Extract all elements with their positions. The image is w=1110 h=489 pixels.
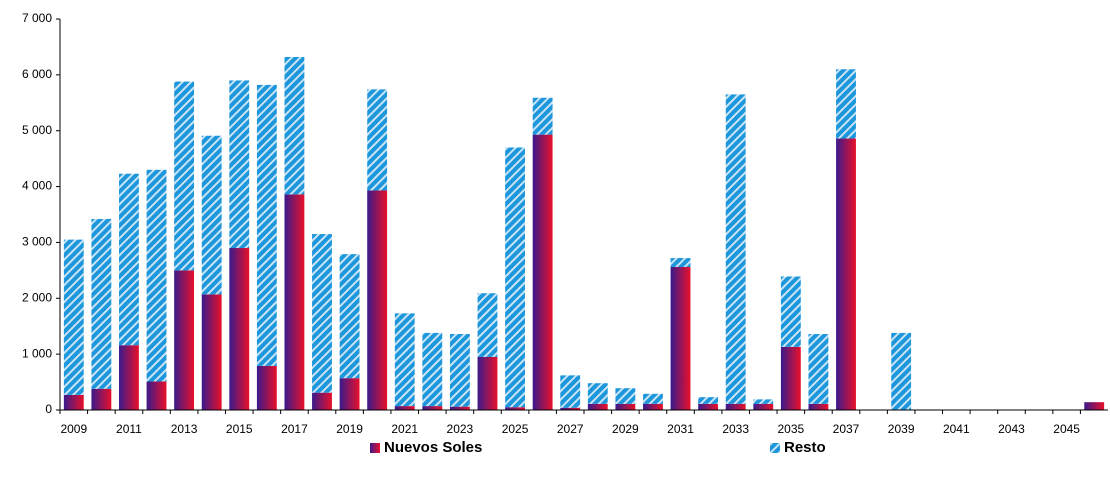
y-tick-label: 4 000 <box>22 179 52 193</box>
bar-segment <box>201 294 222 410</box>
bar-segment <box>643 393 663 404</box>
x-tick-label: 2033 <box>722 422 749 436</box>
x-tick-label: 2031 <box>667 422 694 436</box>
bar-segment <box>284 56 305 195</box>
bar-segment <box>201 135 222 295</box>
y-tick-label: 3 000 <box>22 235 52 249</box>
bar-segment <box>532 97 553 135</box>
x-tick-label: 2013 <box>171 422 198 436</box>
bar-segment <box>670 258 691 268</box>
bar-segment <box>256 84 277 366</box>
bar-segment <box>449 406 470 410</box>
bar-segment <box>367 89 388 191</box>
bar-segment <box>477 293 498 357</box>
bar-segment <box>91 218 112 389</box>
bar-segment <box>146 169 167 382</box>
bar-segment <box>312 392 332 410</box>
x-tick-label: 2037 <box>833 422 860 436</box>
bar-segment <box>532 134 553 411</box>
bar-segment <box>560 407 581 410</box>
bar-segment <box>780 276 801 347</box>
x-tick-label: 2017 <box>281 422 308 436</box>
bar-segment <box>808 403 829 410</box>
x-tick-label: 2019 <box>336 422 363 436</box>
bar-segment <box>753 399 774 404</box>
bar-segment <box>119 345 139 410</box>
bar-segment <box>229 248 250 410</box>
bar-segment <box>229 80 250 249</box>
y-tick-label: 1 000 <box>22 346 52 360</box>
bar-segment <box>725 94 746 404</box>
bar-segment <box>643 403 663 410</box>
bar-segment <box>753 403 774 410</box>
bar-segment <box>256 365 277 410</box>
x-tick-label: 2011 <box>116 422 142 436</box>
bar-segment <box>587 383 608 404</box>
x-tick-label: 2023 <box>447 422 474 436</box>
bar-segment <box>615 403 636 410</box>
bar-segment <box>367 190 388 410</box>
legend-swatch <box>370 443 380 453</box>
y-tick-label: 2 000 <box>22 290 52 304</box>
bar-segment <box>63 239 84 395</box>
y-tick-label: 7 000 <box>22 11 52 25</box>
bar-segment <box>505 407 525 410</box>
bar-segment <box>698 403 719 410</box>
x-tick-label: 2029 <box>612 422 639 436</box>
bar-segment <box>146 381 167 410</box>
bar-segment <box>422 332 443 407</box>
bar-segment <box>394 406 415 410</box>
x-tick-label: 2035 <box>777 422 804 436</box>
legend-label: Nuevos Soles <box>384 439 482 456</box>
bar-segment <box>63 394 84 410</box>
bar-segment <box>698 397 719 404</box>
x-tick-label: 2041 <box>943 422 970 436</box>
x-tick-label: 2043 <box>998 422 1025 436</box>
x-tick-label: 2025 <box>502 422 529 436</box>
bar-segment <box>174 270 195 410</box>
x-tick-label: 2039 <box>888 422 915 436</box>
x-tick-label: 2009 <box>60 422 87 436</box>
bar-segment <box>560 375 581 408</box>
bar-segment <box>449 334 470 407</box>
bar-segment <box>174 81 195 271</box>
bar-segment <box>284 194 305 410</box>
x-tick-label: 2021 <box>391 422 418 436</box>
bar-segment <box>808 334 829 404</box>
bar-segment <box>836 138 856 410</box>
bar-segment <box>394 313 415 407</box>
bar-segment <box>505 147 525 408</box>
bar-segment <box>780 346 801 410</box>
bar-segment <box>836 69 856 139</box>
x-tick-label: 2015 <box>226 422 253 436</box>
y-tick-label: 6 000 <box>22 67 52 81</box>
x-tick-label: 2027 <box>557 422 584 436</box>
bar-segment <box>615 388 636 404</box>
bar-segment <box>91 388 112 410</box>
bar-segment <box>339 378 360 410</box>
y-tick-label: 5 000 <box>22 123 52 137</box>
bar-segment <box>119 173 139 346</box>
x-tick-label: 2045 <box>1053 422 1080 436</box>
bar-segment <box>725 403 746 410</box>
legend-swatch <box>770 443 780 453</box>
bar-segment <box>477 356 498 410</box>
bar-segment <box>670 267 691 410</box>
bar-segment <box>312 234 332 393</box>
bar-segment <box>339 254 360 379</box>
bar-segment <box>1084 402 1105 410</box>
legend-label: Resto <box>784 439 826 456</box>
bar-segment <box>891 332 912 410</box>
bar-segment <box>422 406 443 410</box>
y-tick-label: 0 <box>45 402 52 416</box>
bar-segment <box>587 403 608 410</box>
